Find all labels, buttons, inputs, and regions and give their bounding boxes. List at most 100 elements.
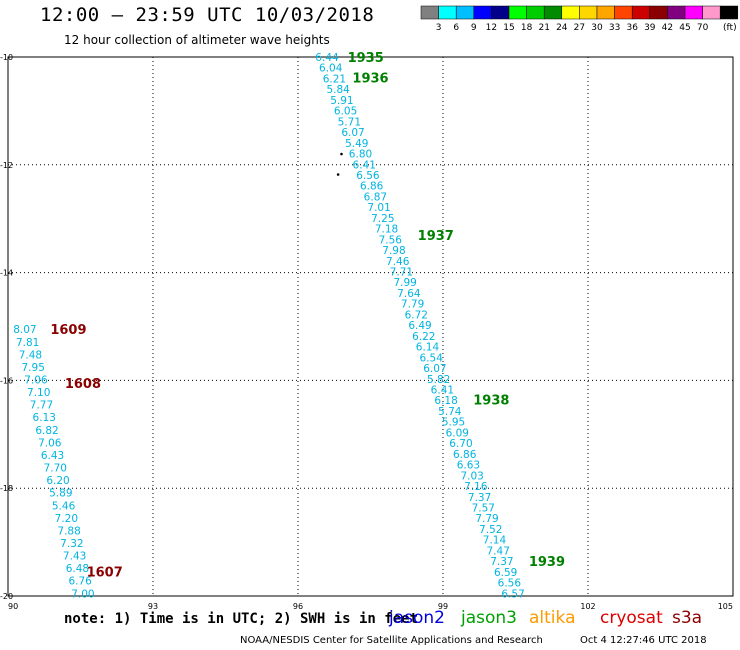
swh-value-label: 7.88 [57, 525, 80, 537]
legend-cryosat: cryosat [600, 608, 663, 628]
swh-value-label: 6.86 [453, 449, 477, 461]
longitude-tick-label: 105 [718, 602, 733, 611]
longitude-tick-label: 93 [148, 602, 158, 611]
scale-tick-label: 30 [591, 23, 603, 33]
latitude-tick-label: -16 [0, 376, 13, 385]
island-marker [340, 152, 343, 156]
swh-value-label: 5.82 [427, 374, 450, 386]
page-title: 12:00 – 23:59 UTC 10/03/2018 [40, 4, 375, 26]
swh-value-label: 6.22 [412, 331, 435, 343]
swh-value-label: 6.48 [66, 563, 89, 575]
swh-value-label: 6.80 [349, 149, 372, 161]
swh-value-label: 6.09 [446, 427, 469, 439]
scale-tick-label: 70 [697, 23, 709, 33]
swh-value-label: 6.54 [420, 352, 444, 364]
swh-value-label: 5.74 [438, 406, 462, 418]
latitude-tick-label: -12 [0, 161, 13, 170]
swh-value-label: 7.56 [379, 234, 403, 246]
swh-value-label: 7.01 [367, 202, 390, 214]
swh-value-label: 5.71 [338, 116, 361, 128]
swh-value-label: 6.56 [498, 578, 522, 590]
scale-tick-label: 36 [626, 23, 638, 33]
scale-tick-label: 24 [556, 23, 568, 33]
scale-swatch [719, 5, 739, 20]
swh-value-label: 7.43 [63, 551, 86, 563]
swh-color-scale: 3 6 9 12 15 18 21 24 27 30 33 36 39 42 45 70 (ft) [420, 5, 739, 33]
legend-altika: altika [529, 608, 576, 628]
swh-value-label: 6.07 [341, 127, 364, 139]
swh-value-label: 6.56 [356, 170, 380, 182]
page-subtitle: 12 hour collection of altimeter wave hei… [64, 33, 330, 47]
swh-value-label: 6.04 [319, 63, 343, 75]
credit-line: NOAA/NESDIS Center for Satellite Applica… [240, 635, 543, 646]
scale-tick-label: 45 [679, 23, 690, 33]
scale-tick-label: 39 [644, 23, 656, 33]
swh-value-label: 8.07 [13, 324, 36, 336]
swh-value-label: 7.20 [55, 513, 78, 525]
swh-value-label: 6.59 [494, 567, 517, 579]
swh-value-label: 6.07 [423, 363, 446, 375]
swh-value-label: 7.77 [30, 400, 53, 412]
swh-value-label: 6.14 [416, 342, 440, 354]
swh-value-label: 7.64 [397, 288, 421, 300]
swh-value-label: 5.91 [330, 95, 353, 107]
swh-value-label: 6.72 [405, 309, 428, 321]
swh-value-label: 7.37 [468, 492, 491, 504]
longitude-tick-label: 102 [580, 602, 595, 611]
swh-value-label: 7.37 [490, 556, 513, 568]
time-label: 1938 [473, 393, 509, 408]
latitude-tick-label: -10 [0, 53, 13, 62]
swh-value-label: 6.49 [408, 320, 431, 332]
time-label: 1608 [65, 377, 101, 392]
swh-value-label: 6.82 [35, 425, 58, 437]
swh-value-label: 7.06 [38, 437, 62, 449]
swh-value-label: 7.71 [390, 267, 413, 279]
scale-tick-label: 33 [609, 23, 620, 33]
swh-value-label: 6.86 [360, 181, 384, 193]
latitude-tick-label: -14 [0, 269, 13, 278]
swh-value-label: 5.84 [326, 84, 350, 96]
swh-value-label: 6.41 [431, 385, 454, 397]
time-label: 1935 [348, 51, 384, 66]
latitude-tick-label: -20 [0, 592, 13, 601]
swh-value-label: 7.98 [382, 245, 405, 257]
longitude-tick-label: 90 [8, 602, 18, 611]
swh-value-label: 7.79 [475, 513, 498, 525]
legend-s3a: s3a [672, 608, 703, 628]
swh-value-label: 6.70 [449, 438, 472, 450]
scale-tick-label: 6 [453, 23, 459, 33]
map-frame [7, 56, 734, 597]
swh-value-label: 7.16 [464, 481, 488, 493]
swh-value-label: 6.18 [434, 395, 457, 407]
swh-value-label: 6.57 [501, 588, 524, 600]
time-label: 1607 [87, 566, 123, 581]
swh-value-label: 6.76 [68, 576, 92, 588]
swh-value-label: 7.32 [60, 538, 83, 550]
scale-unit-label: (ft) [723, 23, 737, 33]
legend-jason2: jason2 [389, 608, 445, 628]
swh-value-label: 7.81 [16, 337, 39, 349]
time-label: 1936 [352, 71, 388, 86]
swh-value-label: 7.70 [44, 463, 67, 475]
swh-value-label: 5.46 [52, 500, 76, 512]
scale-tick-label: 42 [662, 23, 673, 33]
swh-value-label: 7.52 [479, 524, 502, 536]
longitude-tick-label: 99 [438, 602, 448, 611]
swh-value-label: 6.20 [46, 475, 69, 487]
swh-value-label: 7.06 [24, 375, 48, 387]
swh-value-label: 6.21 [323, 73, 346, 85]
swh-value-label: 7.18 [375, 224, 398, 236]
swh-value-label: 7.10 [27, 387, 50, 399]
time-label: 1939 [529, 555, 565, 570]
swh-value-label: 7.46 [386, 256, 410, 268]
swh-value-label: 6.43 [41, 450, 64, 462]
time-label: 1937 [418, 229, 454, 244]
swh-value-label: 6.44 [315, 52, 339, 64]
scale-tick-label: 3 [436, 23, 442, 33]
swh-value-label: 5.49 [345, 138, 368, 150]
swh-value-label: 6.87 [364, 191, 387, 203]
swh-value-label: 7.79 [401, 299, 424, 311]
scale-tick-label: 18 [521, 23, 533, 33]
swh-value-label: 7.95 [22, 362, 45, 374]
